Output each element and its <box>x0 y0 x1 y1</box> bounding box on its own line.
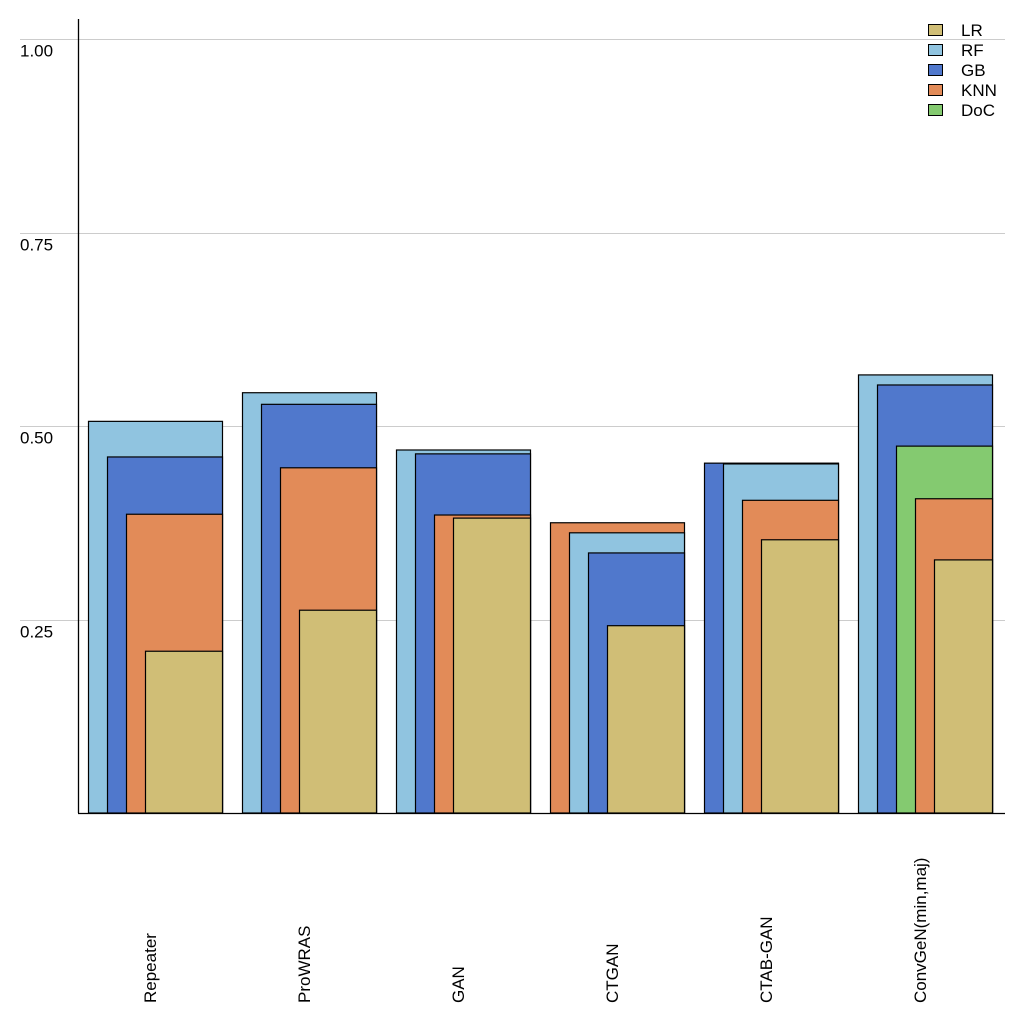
bar-lr <box>298 609 378 814</box>
x-tick-label: CTGAN <box>603 944 622 1004</box>
legend-label-gb: GB <box>961 61 986 80</box>
x-tick-labels: Repeater ProWRAS GAN CTGAN CTAB-GAN ConvGeN(m… <box>141 858 930 1003</box>
bar-lr <box>452 517 532 814</box>
axes <box>77 19 1005 815</box>
bar-group-repeater <box>87 420 224 814</box>
y-tick-label: 1.00 <box>20 42 53 61</box>
bar-group-prowras <box>241 392 378 814</box>
bars <box>87 374 994 814</box>
bar-group-ctab-gan <box>703 462 840 814</box>
x-tick-label: GAN <box>449 966 468 1003</box>
bar-lr <box>760 539 840 814</box>
legend-swatch-lr <box>928 24 943 36</box>
legend-label-lr: LR <box>961 21 983 40</box>
y-tick-labels: 0.25 0.50 0.75 1.00 <box>20 42 53 642</box>
bar-group-ctgan <box>549 522 686 814</box>
legend-swatch-knn <box>928 84 943 96</box>
y-tick-label: 0.25 <box>20 623 53 642</box>
legend-swatch-doc <box>928 104 943 116</box>
x-tick-label: ProWRAS <box>295 926 314 1003</box>
bar-lr <box>933 559 994 814</box>
bar-lr <box>606 625 686 814</box>
x-tick-label: ConvGeN(min,maj) <box>911 858 930 1003</box>
bar-group-gan <box>395 449 532 814</box>
legend-label-knn: KNN <box>961 81 997 100</box>
legend-swatch-gb <box>928 64 943 76</box>
y-tick-label: 0.75 <box>20 236 53 255</box>
y-tick-label: 0.50 <box>20 429 53 448</box>
bar-lr <box>144 650 224 814</box>
legend-label-rf: RF <box>961 41 984 60</box>
x-tick-label: CTAB-GAN <box>757 916 776 1003</box>
bar-group-convgen-min-maj- <box>857 374 994 814</box>
legend-label-doc: DoC <box>961 101 995 120</box>
legend-swatch-rf <box>928 44 943 56</box>
x-tick-label: Repeater <box>141 933 160 1003</box>
